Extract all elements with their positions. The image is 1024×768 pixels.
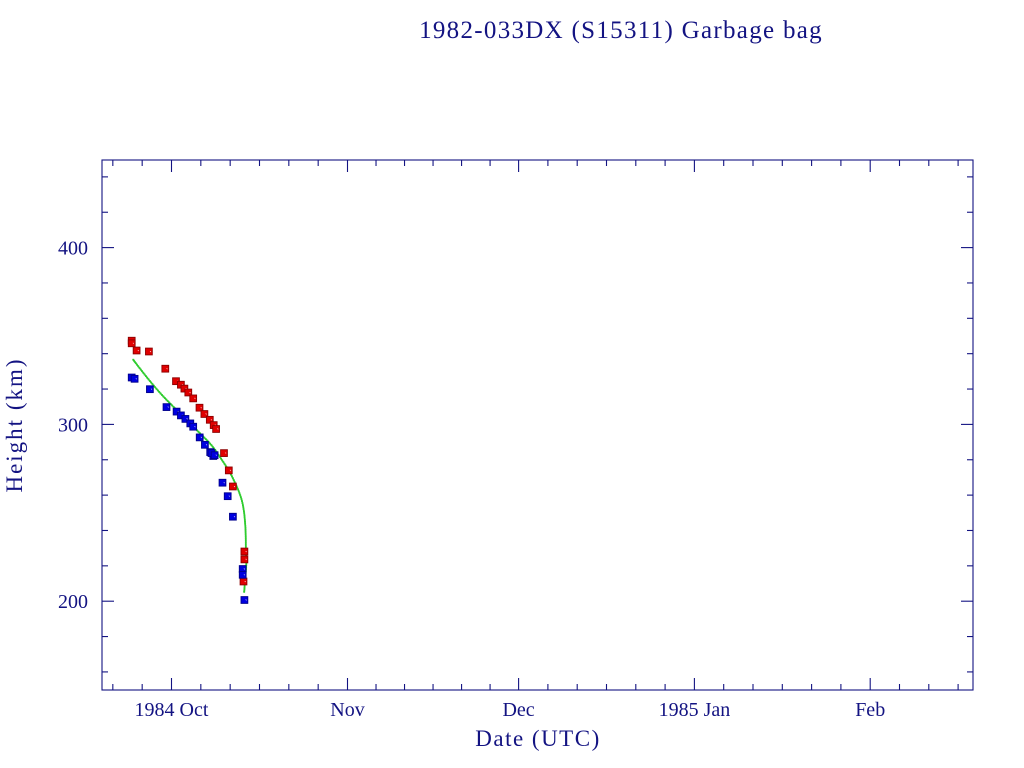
svg-text:1984 Oct: 1984 Oct — [135, 699, 209, 721]
svg-text:200: 200 — [58, 591, 88, 613]
svg-text:Feb: Feb — [855, 699, 885, 721]
svg-text:1982-033DX (S15311) Garbage ba: 1982-033DX (S15311) Garbage bag — [419, 17, 823, 44]
svg-text:Height (km): Height (km) — [2, 357, 27, 492]
svg-text:Date (UTC): Date (UTC) — [475, 726, 601, 751]
svg-text:300: 300 — [58, 414, 88, 436]
svg-text:Dec: Dec — [502, 699, 534, 721]
svg-text:Nov: Nov — [330, 699, 364, 721]
svg-text:1985 Jan: 1985 Jan — [659, 699, 731, 721]
svg-text:400: 400 — [58, 238, 88, 260]
